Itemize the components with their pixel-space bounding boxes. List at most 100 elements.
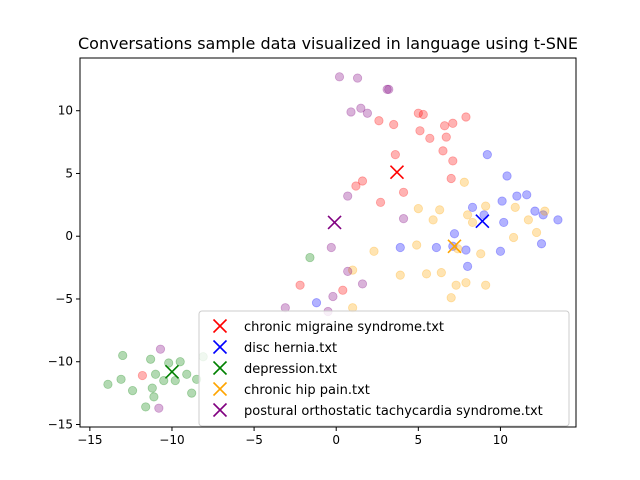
cross-stroke (164, 364, 180, 379)
legend-marker (212, 360, 228, 376)
data-point (436, 268, 446, 278)
data-point (508, 232, 519, 243)
data-point (523, 215, 533, 225)
data-point (398, 187, 409, 197)
legend-label: depression.txt (244, 362, 337, 377)
data-point (338, 285, 348, 295)
data-point (463, 261, 473, 271)
data-point (415, 126, 425, 136)
data-point (356, 103, 366, 113)
data-point (413, 204, 423, 214)
data-point (137, 370, 148, 381)
cross-stroke (447, 239, 462, 254)
data-point (390, 150, 400, 160)
legend-marker (212, 318, 228, 334)
data-point (440, 121, 450, 131)
data-point (536, 239, 547, 249)
x-tick-label: 10 (493, 433, 508, 447)
data-point (553, 215, 563, 225)
data-point (467, 217, 478, 228)
legend-marker (212, 402, 228, 418)
data-point (382, 84, 392, 94)
data-point (495, 246, 506, 256)
data-point (170, 375, 180, 386)
data-point (154, 403, 164, 413)
data-point (374, 116, 384, 126)
data-point (326, 242, 336, 253)
y-tick-label: 5 (65, 166, 73, 180)
x-tick-label: −15 (77, 433, 102, 447)
axes-layer: −15 −10 −5 0 5 10 −15 −10 −5 0 5 10 (48, 104, 508, 447)
data-point (497, 196, 507, 206)
centroids-layer (164, 165, 490, 379)
data-point (187, 388, 197, 398)
data-point (175, 357, 185, 367)
data-point (334, 72, 345, 82)
centroid-marker (389, 165, 405, 180)
y-tick-label: −10 (48, 355, 73, 369)
data-point (103, 379, 113, 389)
cross-stroke (212, 360, 228, 376)
data-point (127, 386, 138, 396)
data-point (116, 374, 126, 384)
data-point (531, 227, 542, 238)
data-point (441, 132, 451, 142)
data-point (438, 146, 448, 156)
data-point (461, 112, 471, 122)
x-tick-label: 5 (415, 433, 423, 447)
data-point (482, 150, 492, 160)
data-point (435, 205, 445, 215)
data-point (346, 107, 356, 117)
centroid-marker (327, 215, 342, 230)
data-point (147, 383, 157, 393)
data-point (459, 177, 469, 187)
data-point (357, 279, 368, 289)
data-point (182, 369, 192, 379)
data-point (305, 252, 315, 263)
data-point (413, 108, 423, 118)
x-tick-label: 0 (332, 433, 340, 447)
data-point (481, 201, 491, 211)
data-point (164, 358, 174, 368)
data-point (389, 119, 399, 130)
data-point (431, 242, 441, 253)
data-point (118, 350, 128, 361)
data-point (357, 176, 368, 186)
data-point (499, 217, 509, 228)
data-point (476, 249, 486, 259)
cross-stroke (212, 339, 228, 355)
y-tick-label: −15 (48, 417, 73, 431)
legend-label: chronic hip pain.txt (244, 383, 370, 398)
data-point (155, 344, 166, 354)
centroid-marker (164, 364, 180, 379)
x-tick-label: −5 (245, 433, 263, 447)
data-point (481, 280, 491, 290)
data-point (512, 191, 522, 201)
data-point (412, 240, 422, 250)
y-tick-label: −5 (55, 292, 73, 306)
data-point (351, 181, 361, 191)
data-point (446, 293, 456, 303)
data-point (343, 191, 353, 201)
data-point (362, 108, 373, 118)
data-point (530, 206, 540, 216)
data-point (479, 210, 489, 220)
data-point (149, 392, 159, 402)
data-point (418, 109, 428, 120)
data-point (348, 265, 358, 275)
legend-box (198, 310, 570, 427)
data-point (451, 280, 461, 290)
data-point (369, 246, 379, 256)
data-point (395, 270, 405, 280)
data-point (352, 73, 363, 83)
cross-stroke (475, 214, 490, 229)
data-point (448, 156, 458, 166)
legend-marker (212, 381, 228, 397)
legend-label: disc hernia.txt (244, 341, 337, 356)
data-point (425, 133, 435, 143)
data-point (461, 245, 471, 255)
data-point (150, 369, 161, 379)
data-point (311, 298, 322, 308)
data-point (467, 202, 478, 212)
